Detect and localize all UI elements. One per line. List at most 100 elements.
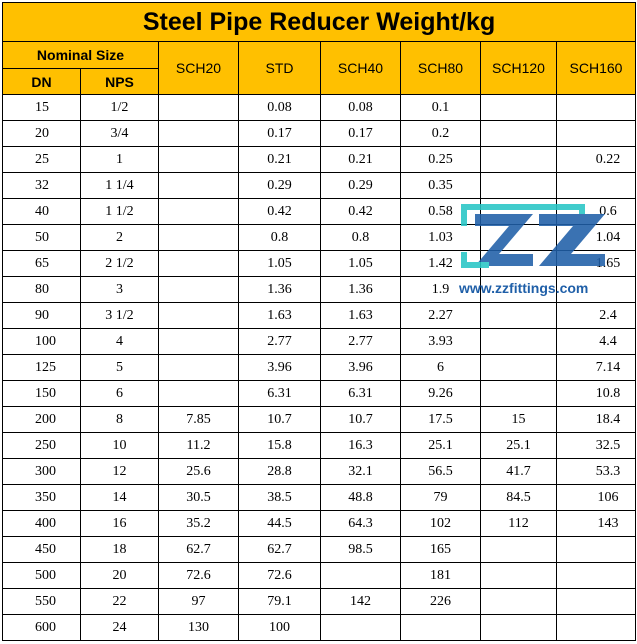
cell-sch160: 10.8: [555, 380, 637, 407]
cell-std: 1.05: [238, 250, 321, 277]
table-row: 125 5 3.96 3.96 6 7.14: [2, 354, 637, 381]
cell-std: 0.21: [238, 146, 321, 173]
cell-std: 0.08: [238, 94, 321, 121]
cell-dn: 50: [2, 224, 81, 251]
cell-sch20: [158, 172, 239, 199]
cell-dn: 550: [2, 588, 81, 615]
cell-sch160: 18.4: [555, 406, 637, 433]
cell-std: 0.8: [238, 224, 321, 251]
cell-sch120: 41.7: [480, 458, 557, 485]
cell-sch40: 3.96: [320, 354, 401, 381]
cell-std: 79.1: [238, 588, 321, 615]
cell-sch120: [480, 328, 557, 355]
cell-dn: 20: [2, 120, 81, 147]
cell-sch80: 6: [400, 354, 481, 381]
logo-z-left: [475, 214, 533, 266]
logo-teal-bracket-right: [555, 204, 585, 226]
cell-nps: 4: [80, 328, 159, 355]
cell-sch80: 79: [400, 484, 481, 511]
cell-std: 3.96: [238, 354, 321, 381]
cell-dn: 450: [2, 536, 81, 563]
cell-sch80: 102: [400, 510, 481, 537]
cell-nps: 1: [80, 146, 159, 173]
col-header-nps: NPS: [80, 68, 159, 95]
cell-std: 15.8: [238, 432, 321, 459]
table-row: 250 10 11.2 15.8 16.3 25.1 25.1 32.5: [2, 432, 637, 459]
watermark-url: www.zzfittings.com: [458, 280, 588, 296]
cell-sch160: 32.5: [555, 432, 637, 459]
cell-sch20: [158, 224, 239, 251]
cell-sch40: 1.36: [320, 276, 401, 303]
cell-sch80: 3.93: [400, 328, 481, 355]
cell-sch120: [480, 172, 557, 199]
cell-sch120: [480, 588, 557, 615]
cell-sch80: 0.1: [400, 94, 481, 121]
cell-sch40: 0.29: [320, 172, 401, 199]
cell-nps: 16: [80, 510, 159, 537]
cell-sch160: 2.4: [555, 302, 637, 329]
cell-sch20: [158, 354, 239, 381]
table-row: 300 12 25.6 28.8 32.1 56.5 41.7 53.3: [2, 458, 637, 485]
cell-sch120: [480, 536, 557, 563]
table-row: 350 14 30.5 38.5 48.8 79 84.5 106: [2, 484, 637, 511]
cell-nps: 3 1/2: [80, 302, 159, 329]
cell-std: 10.7: [238, 406, 321, 433]
cell-sch40: 1.05: [320, 250, 401, 277]
cell-sch160: 7.14: [555, 354, 637, 381]
cell-sch20: [158, 380, 239, 407]
zz-logo-watermark: www.zzfittings.com: [458, 204, 605, 296]
cell-nps: 12: [80, 458, 159, 485]
cell-sch40: 0.17: [320, 120, 401, 147]
col-header-sch160: SCH160: [555, 41, 637, 95]
cell-sch160: 53.3: [555, 458, 637, 485]
cell-nps: 24: [80, 614, 159, 641]
cell-dn: 150: [2, 380, 81, 407]
col-header-sch20: SCH20: [158, 41, 239, 95]
cell-sch160: [555, 536, 637, 563]
cell-nps: 20: [80, 562, 159, 589]
cell-sch40: [320, 614, 401, 641]
cell-sch80: 2.27: [400, 302, 481, 329]
cell-sch160: [555, 172, 637, 199]
table-body: 15 1/2 0.08 0.08 0.1 20 3/4 0.17 0.17 0.2 25 1 0.21 0…: [2, 94, 637, 641]
cell-dn: 600: [2, 614, 81, 641]
col-header-sch80: SCH80: [400, 41, 481, 95]
cell-sch20: [158, 120, 239, 147]
cell-std: 28.8: [238, 458, 321, 485]
cell-std: 1.36: [238, 276, 321, 303]
cell-sch160: [555, 94, 637, 121]
table-row: 32 1 1/4 0.29 0.29 0.35: [2, 172, 637, 199]
cell-sch40: 0.42: [320, 198, 401, 225]
cell-sch80: 0.25: [400, 146, 481, 173]
cell-sch40: [320, 562, 401, 589]
cell-sch80: 56.5: [400, 458, 481, 485]
cell-sch20: 11.2: [158, 432, 239, 459]
cell-sch80: 165: [400, 536, 481, 563]
col-header-sch120: SCH120: [480, 41, 557, 95]
cell-dn: 15: [2, 94, 81, 121]
cell-sch80: [400, 614, 481, 641]
cell-sch80: 1.9: [400, 276, 481, 303]
cell-sch120: 84.5: [480, 484, 557, 511]
table-row: 20 3/4 0.17 0.17 0.2: [2, 120, 637, 147]
col-header-sch40: SCH40: [320, 41, 401, 95]
cell-sch120: [480, 302, 557, 329]
cell-std: 100: [238, 614, 321, 641]
cell-std: 0.42: [238, 198, 321, 225]
cell-sch40: 1.63: [320, 302, 401, 329]
cell-sch40: 48.8: [320, 484, 401, 511]
cell-sch40: 98.5: [320, 536, 401, 563]
cell-sch20: 7.85: [158, 406, 239, 433]
table-row: 25 1 0.21 0.21 0.25 0.22: [2, 146, 637, 173]
cell-sch80: 181: [400, 562, 481, 589]
cell-nps: 14: [80, 484, 159, 511]
cell-sch20: [158, 276, 239, 303]
cell-std: 1.63: [238, 302, 321, 329]
cell-sch40: 0.21: [320, 146, 401, 173]
logo-teal-bracket-bottom: [461, 252, 489, 268]
cell-sch120: [480, 354, 557, 381]
cell-dn: 25: [2, 146, 81, 173]
cell-sch20: [158, 94, 239, 121]
cell-dn: 65: [2, 250, 81, 277]
